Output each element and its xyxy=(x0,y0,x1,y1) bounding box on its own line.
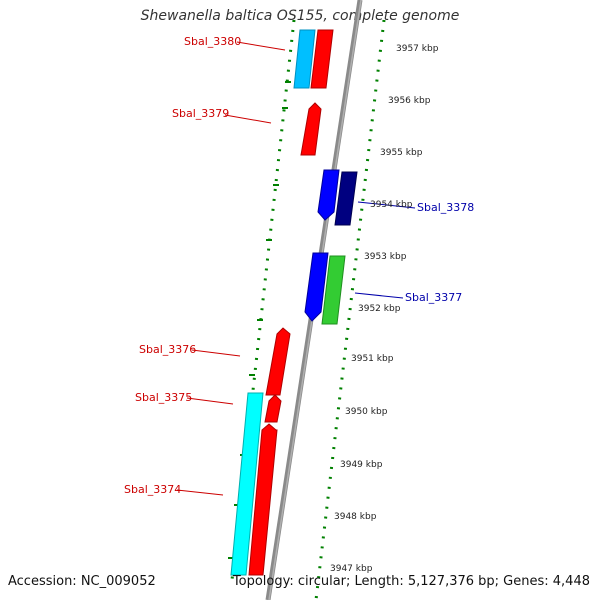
ruler-label: 3950 kbp xyxy=(345,407,388,417)
ruler-label: 3952 kbp xyxy=(358,304,401,314)
gene-sbal-3379[interactable] xyxy=(300,102,322,156)
gene-label-sbal-3379[interactable]: Sbal_3379 xyxy=(172,107,229,120)
ruler-labels: 3957 kbp 3956 kbp 3955 kbp 3954 kbp 3953… xyxy=(330,44,439,574)
gene-sbal-3380[interactable] xyxy=(310,29,334,89)
accession-text: Accession: NC_009052 xyxy=(8,574,156,589)
gene-sbal-3376[interactable] xyxy=(265,327,291,396)
ruler-label: 3956 kbp xyxy=(388,96,431,106)
gene-sbal-3378-blue[interactable] xyxy=(317,169,340,221)
inner-ruler xyxy=(230,19,296,581)
gene-sbal-3377-blue[interactable] xyxy=(304,252,329,322)
gene-sbal-3375[interactable] xyxy=(264,394,282,423)
ruler-label: 3949 kbp xyxy=(340,460,383,470)
ruler-label: 3951 kbp xyxy=(351,354,394,364)
gene-label-sbal-3378[interactable]: Sbal_3378 xyxy=(417,201,474,214)
gene-features xyxy=(230,29,358,576)
label-leaders xyxy=(176,41,416,496)
ruler-label: 3957 kbp xyxy=(396,44,439,54)
gene-label-sbal-3375[interactable]: Sbal_3375 xyxy=(135,391,192,404)
gene-label-sbal-3380[interactable]: Sbal_3380 xyxy=(184,35,241,48)
genome-title: Shewanella baltica OS155, complete genom… xyxy=(140,8,460,24)
gene-sbal-3380-cyan[interactable] xyxy=(293,29,316,89)
outer-ruler xyxy=(314,19,386,600)
gene-sbal-3374[interactable] xyxy=(248,423,278,576)
gene-labels: Sbal_3380 Sbal_3379 Sbal_3378 Sbal_3377 … xyxy=(124,35,474,496)
gene-label-sbal-3376[interactable]: Sbal_3376 xyxy=(139,343,196,356)
ruler-label: 3948 kbp xyxy=(334,512,377,522)
ruler-label: 3954 kbp xyxy=(370,200,413,210)
ruler-label: 3953 kbp xyxy=(364,252,407,262)
gene-sbal-3374-cyan[interactable] xyxy=(230,392,264,576)
genome-summary-text: Topology: circular; Length: 5,127,376 bp… xyxy=(232,574,590,589)
gene-label-sbal-3374[interactable]: Sbal_3374 xyxy=(124,483,181,496)
gene-sbal-3377[interactable] xyxy=(321,255,346,325)
ruler-label: 3947 kbp xyxy=(330,564,373,574)
gene-label-sbal-3377[interactable]: Sbal_3377 xyxy=(405,291,462,304)
ruler-label: 3955 kbp xyxy=(380,148,423,158)
gene-sbal-3378[interactable] xyxy=(334,171,358,226)
